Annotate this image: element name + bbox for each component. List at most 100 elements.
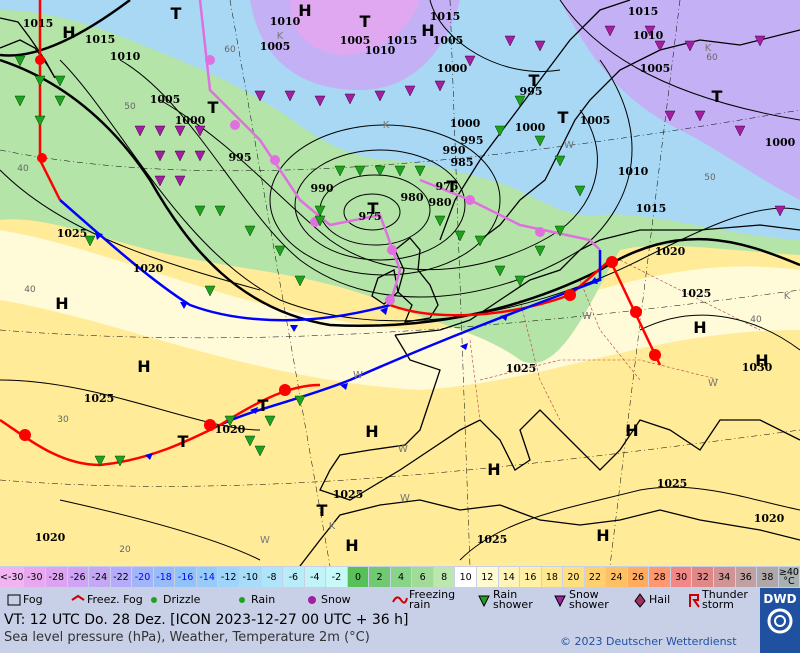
snow-shower-symbol: [344, 93, 356, 105]
borders: [469, 259, 761, 421]
grid-label: 40: [24, 285, 36, 295]
scale-cell: -14: [196, 567, 219, 587]
rain-shower-symbol: [514, 275, 526, 287]
scale-cell: 10: [455, 567, 477, 587]
snow-shower-symbol: [154, 175, 166, 187]
snow-shower-symbol: [134, 125, 146, 137]
grid-label: 20: [119, 545, 131, 555]
rain-shower-symbol: [494, 125, 506, 137]
pressure-centre: H: [298, 1, 311, 20]
snow-shower-symbol: [154, 125, 166, 137]
rain-shower-symbol: [114, 455, 126, 467]
legend-icon: [478, 595, 490, 607]
pressure-centre: H: [755, 351, 768, 370]
legend-label: Freezing rain: [409, 588, 456, 611]
cold-front-south: [219, 250, 602, 427]
coast-greenland: [0, 17, 56, 79]
description: Sea level pressure (hPa), Weather, Tempe…: [4, 630, 370, 645]
rain-shower-symbol: [14, 95, 26, 107]
scale-cell: -30: [24, 567, 47, 587]
legend-icon: [689, 593, 700, 608]
legend-label: Drizzle: [163, 593, 201, 606]
scale-cell: 16: [520, 567, 542, 587]
snow-shower-symbol: [664, 110, 676, 122]
legend-icon: [239, 596, 245, 603]
pressure-label: 990: [311, 182, 334, 195]
pressure-centre: H: [625, 421, 638, 440]
rain-shower-symbol: [574, 185, 586, 197]
rain-shower-symbol: [14, 55, 26, 67]
legend-item: Hail: [632, 588, 670, 612]
pressure-label: 1010: [633, 29, 664, 42]
front-type-label: W: [400, 493, 410, 504]
rain-shower-symbol: [414, 165, 426, 177]
legend-icon: [308, 595, 316, 604]
grid-label: 30: [57, 415, 69, 425]
pressure-label: 975: [436, 180, 459, 193]
scale-cell: 24: [606, 567, 628, 587]
scale-cell: -18: [153, 567, 176, 587]
front-type-label: W: [582, 311, 592, 322]
pressure-label: 1015: [430, 10, 461, 23]
rain-shower-symbol: [254, 445, 266, 457]
pressure-label: 1010: [618, 165, 649, 178]
pressure-label: 1015: [23, 17, 54, 30]
legend-label: Rain: [251, 593, 276, 606]
rain-shower-symbol: [494, 265, 506, 277]
legend-label: Snow shower: [569, 588, 609, 611]
pressure-label: 1000: [765, 136, 796, 149]
snow-shower-symbol: [654, 40, 666, 52]
snow-shower-symbol: [504, 35, 516, 47]
snow-shower-symbol: [174, 150, 186, 162]
pressure-centre: T: [178, 432, 189, 451]
front-type-label: K: [705, 43, 712, 54]
scale-cell: ≥40 °C: [778, 567, 800, 587]
pressure-label: 1005: [433, 34, 464, 47]
front-type-label: K: [383, 120, 390, 131]
temperature-scale: <-30 -30 -28 -26 -24 -22 -20 -18 -16 -14 -12 -10 -8-…: [0, 567, 800, 587]
scale-cell: 12: [476, 567, 499, 587]
pressure-label: 995: [461, 134, 484, 147]
rain-shower-symbol: [34, 75, 46, 87]
pressure-label: 1020: [754, 512, 785, 525]
pressure-label: 990: [443, 144, 466, 157]
scale-cell: 38: [757, 567, 779, 587]
rain-shower-symbol: [194, 205, 206, 217]
scale-cell: 4: [390, 567, 413, 587]
scale-cell: 32: [692, 567, 714, 587]
rain-shower-symbol: [314, 215, 326, 227]
snow-shower-symbol: [534, 40, 546, 52]
scale-cell: -2: [326, 567, 348, 587]
snow-shower-symbol: [194, 150, 206, 162]
graticule: [0, 0, 800, 566]
scale-cell: -20: [132, 567, 154, 587]
rain-shower-symbol: [434, 215, 446, 227]
grid-label: 40: [750, 315, 762, 325]
pressure-label: 985: [451, 156, 474, 169]
scale-cell: -4: [304, 567, 327, 587]
snow-shower-symbol: [774, 205, 786, 217]
snow-shower-symbol: [684, 40, 696, 52]
legend-icon: [7, 594, 21, 605]
coast-scandinavia: [439, 0, 800, 241]
snow-shower-symbol: [604, 25, 616, 37]
pressure-label: 1020: [655, 245, 686, 258]
copyright: © 2023 Deutscher Wetterdienst: [560, 635, 737, 648]
pressure-centre: T: [258, 396, 269, 415]
rain-shower-symbol: [534, 135, 546, 147]
rain-shower-symbol: [314, 205, 326, 217]
rain-shower-symbol: [394, 165, 406, 177]
pressure-label: 1025: [57, 227, 88, 240]
pressure-centre: T: [368, 199, 379, 218]
scale-cell: -26: [67, 567, 90, 587]
front-type-label: W: [353, 370, 363, 381]
scale-cell: -6: [283, 567, 305, 587]
pressure-label: 1005: [340, 34, 371, 47]
snow-shower-symbol: [734, 125, 746, 137]
scale-cell: 22: [584, 567, 607, 587]
pressure-label: 1010: [110, 50, 141, 63]
pressure-label: 980: [429, 196, 452, 209]
rain-shower-symbol: [354, 165, 366, 177]
legend-icon: [71, 594, 85, 601]
isobar-1015-north: [0, 0, 131, 57]
